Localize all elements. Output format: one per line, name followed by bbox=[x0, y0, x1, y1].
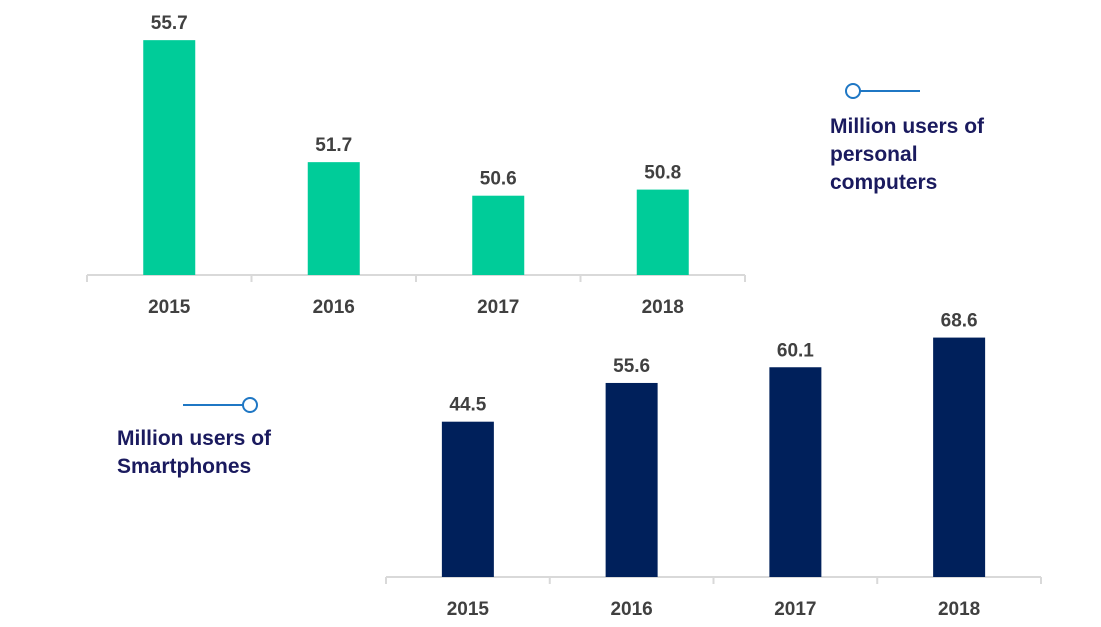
pc-legend-marker bbox=[845, 83, 920, 99]
pc-tick-label: 2015 bbox=[148, 297, 191, 318]
pc-legend-line-3: computers bbox=[830, 171, 938, 194]
pc-bar-2017 bbox=[472, 195, 525, 275]
smartphone-value-label: 55.6 bbox=[613, 356, 650, 377]
pc-value-label: 51.7 bbox=[315, 135, 352, 156]
smartphone-value-label: 68.6 bbox=[941, 311, 978, 332]
pc-tick-label: 2018 bbox=[642, 297, 684, 318]
smartphone-tick-label: 2015 bbox=[447, 599, 490, 620]
smartphone-users-chart: 44.5 2015 55.6 2016 60.1 2017 68.6 2018 bbox=[385, 311, 1042, 620]
smartphone-legend-line-1: Million users of bbox=[117, 427, 272, 450]
pc-legend-line-2: personal bbox=[830, 143, 918, 166]
pc-value-label: 55.7 bbox=[151, 13, 188, 34]
pc-legend-label: Million users of personal computers bbox=[830, 113, 984, 197]
pc-bar-2016 bbox=[307, 162, 360, 275]
smartphone-tick-label: 2017 bbox=[774, 599, 816, 620]
pc-legend-line-1: Million users of bbox=[830, 115, 985, 138]
smartphone-legend-marker bbox=[183, 397, 258, 413]
smartphone-legend-circle-icon bbox=[242, 397, 258, 413]
pc-tick-label: 2016 bbox=[313, 297, 355, 318]
pc-bar-2015 bbox=[143, 40, 196, 276]
smartphone-legend-line-2: Smartphones bbox=[117, 455, 252, 478]
smartphone-tick-label: 2018 bbox=[938, 599, 980, 620]
smartphone-tick-label: 2016 bbox=[610, 599, 652, 620]
pc-value-label: 50.8 bbox=[644, 163, 681, 184]
pc-legend-circle-icon bbox=[845, 83, 861, 99]
pc-tick-label: 2017 bbox=[477, 297, 519, 318]
smartphone-legend-label: Million users of Smartphones bbox=[117, 425, 271, 481]
smartphone-bar-2015 bbox=[441, 421, 494, 577]
smartphone-value-label: 60.1 bbox=[777, 340, 814, 361]
pc-value-label: 50.6 bbox=[480, 169, 517, 190]
smartphone-bar-2016 bbox=[605, 382, 658, 577]
smartphone-bar-2018 bbox=[933, 337, 986, 577]
pc-bar-2018 bbox=[636, 189, 689, 275]
smartphone-value-label: 44.5 bbox=[449, 395, 486, 416]
pc-users-chart: 55.7 2015 51.7 2016 50.6 2017 50.8 2018 bbox=[86, 13, 746, 318]
smartphone-bar-2017 bbox=[769, 367, 822, 577]
